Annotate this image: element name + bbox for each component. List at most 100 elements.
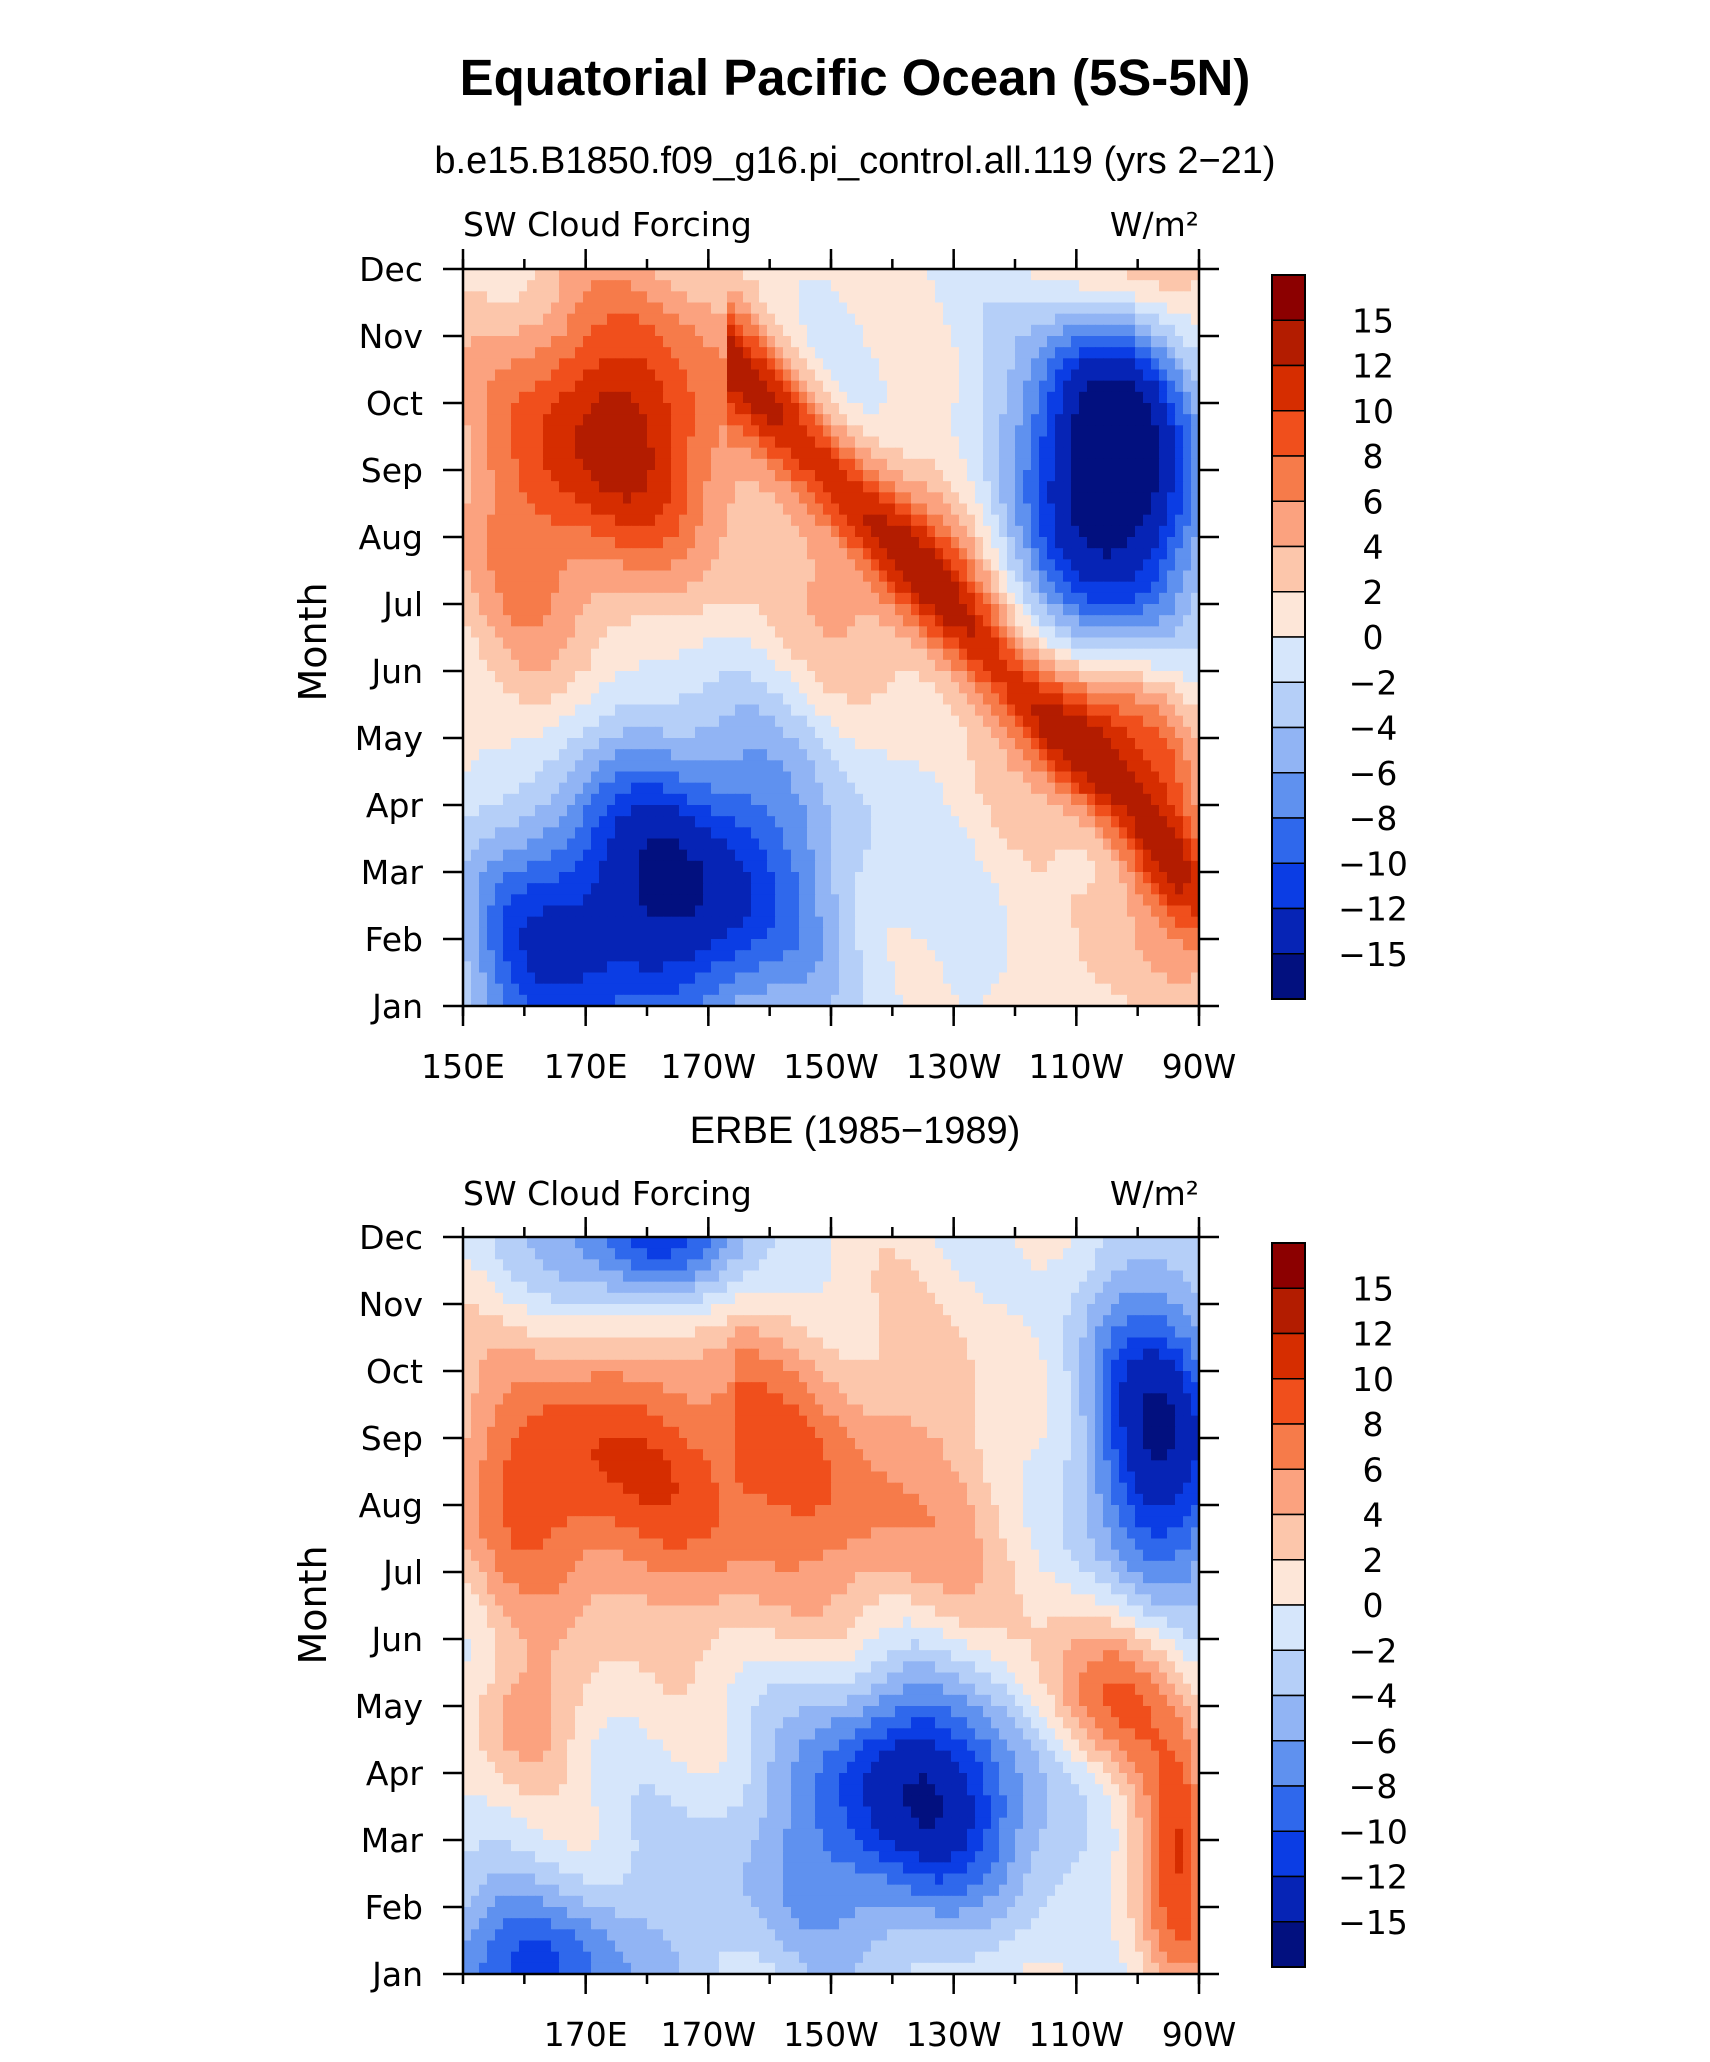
heatmap-cell: [671, 693, 680, 706]
heatmap-cell: [1063, 269, 1072, 281]
heatmap-cell: [975, 503, 984, 516]
heatmap-cell: [1071, 715, 1080, 728]
heatmap-cell: [1015, 458, 1024, 471]
heatmap-cell: [631, 726, 640, 739]
heatmap-cell: [727, 436, 736, 449]
heatmap-cell: [943, 302, 952, 315]
heatmap-cell: [1087, 760, 1096, 773]
heatmap-cell: [1079, 827, 1088, 840]
heatmap-cell: [1007, 313, 1016, 326]
heatmap-cell: [895, 492, 904, 505]
heatmap-cell: [1079, 671, 1088, 683]
heatmap-cell: [1071, 537, 1080, 549]
heatmap-cell: [831, 347, 840, 359]
heatmap-cell: [1087, 548, 1096, 560]
heatmap-cell: [551, 816, 560, 828]
heatmap-cell: [775, 760, 784, 773]
heatmap-cell: [855, 447, 864, 460]
heatmap-cell: [959, 592, 968, 605]
heatmap-cell: [535, 805, 544, 817]
heatmap-cell: [815, 324, 824, 337]
heatmap-cell: [911, 849, 920, 862]
heatmap-cell: [927, 626, 936, 639]
heatmap-cell: [911, 715, 920, 728]
heatmap-cell: [999, 458, 1008, 471]
heatmap-cell: [695, 414, 704, 426]
heatmap-cell: [1031, 548, 1040, 560]
heatmap-cell: [887, 760, 896, 773]
heatmap-cell: [1191, 291, 1200, 304]
heatmap-cell: [647, 436, 656, 449]
heatmap-cell: [847, 380, 856, 393]
heatmap-cell: [471, 380, 480, 393]
heatmap-cell: [951, 291, 960, 304]
heatmap-cell: [463, 816, 472, 828]
heatmap-cell: [1023, 269, 1032, 281]
heatmap-cell: [1087, 659, 1096, 672]
heatmap-cell: [679, 436, 688, 449]
heatmap-cell: [695, 793, 704, 806]
heatmap-cell: [1159, 726, 1168, 739]
heatmap-cell: [1143, 481, 1152, 493]
heatmap-cell: [703, 548, 712, 560]
heatmap-cell: [927, 570, 936, 583]
heatmap-cell: [767, 548, 776, 560]
heatmap-cell: [1047, 816, 1056, 828]
heatmap-cell: [727, 537, 736, 549]
heatmap-cell: [799, 291, 808, 304]
heatmap-cell: [847, 615, 856, 627]
heatmap-cell: [887, 481, 896, 493]
heatmap-cell: [711, 403, 720, 415]
heatmap-cell: [1175, 391, 1184, 404]
heatmap-cell: [1095, 682, 1104, 694]
heatmap-cell: [1055, 749, 1064, 761]
heatmap-cell: [551, 849, 560, 862]
heatmap-cell: [1151, 604, 1160, 616]
heatmap-cell: [999, 470, 1008, 482]
heatmap-cell: [511, 726, 520, 739]
heatmap-cell: [591, 604, 600, 616]
heatmap-cell: [1047, 726, 1056, 739]
heatmap-cell: [783, 715, 792, 728]
heatmap-cell: [1063, 548, 1072, 560]
heatmap-cell: [463, 604, 472, 616]
heatmap-cell: [743, 548, 752, 560]
heatmap-cell: [559, 872, 568, 884]
heatmap-cell: [1095, 604, 1104, 616]
heatmap-cell: [1039, 715, 1048, 728]
heatmap-cell: [751, 436, 760, 449]
heatmap-cell: [751, 458, 760, 471]
heatmap-cell: [1079, 458, 1088, 471]
heatmap-cell: [471, 592, 480, 605]
heatmap-cell: [1055, 637, 1064, 650]
heatmap-cell: [639, 425, 648, 438]
heatmap-cell: [1159, 492, 1168, 505]
heatmap-cell: [463, 704, 472, 717]
heatmap-cell: [623, 447, 632, 460]
heatmap-cell: [1111, 369, 1120, 382]
heatmap-cell: [1151, 771, 1160, 784]
heatmap-cell: [1007, 280, 1016, 292]
heatmap-cell: [1159, 704, 1168, 717]
heatmap-cell: [1063, 369, 1072, 382]
heatmap-cell: [847, 525, 856, 538]
heatmap-cell: [895, 749, 904, 761]
heatmap-cell: [551, 760, 560, 773]
heatmap-cell: [479, 860, 488, 873]
heatmap-cell: [479, 336, 488, 348]
heatmap-cell: [575, 347, 584, 359]
heatmap-cell: [711, 671, 720, 683]
heatmap-cell: [1143, 280, 1152, 292]
heatmap-cell: [1175, 269, 1184, 281]
heatmap-cell: [1015, 492, 1024, 505]
heatmap-cell: [823, 280, 832, 292]
heatmap-cell: [719, 458, 728, 471]
heatmap-cell: [511, 380, 520, 393]
heatmap-cell: [1143, 805, 1152, 817]
heatmap-cell: [575, 592, 584, 605]
heatmap-cell: [935, 481, 944, 493]
heatmap-cell: [1159, 291, 1168, 304]
heatmap-cell: [1143, 860, 1152, 873]
heatmap-cell: [631, 302, 640, 315]
heatmap-cell: [863, 805, 872, 817]
